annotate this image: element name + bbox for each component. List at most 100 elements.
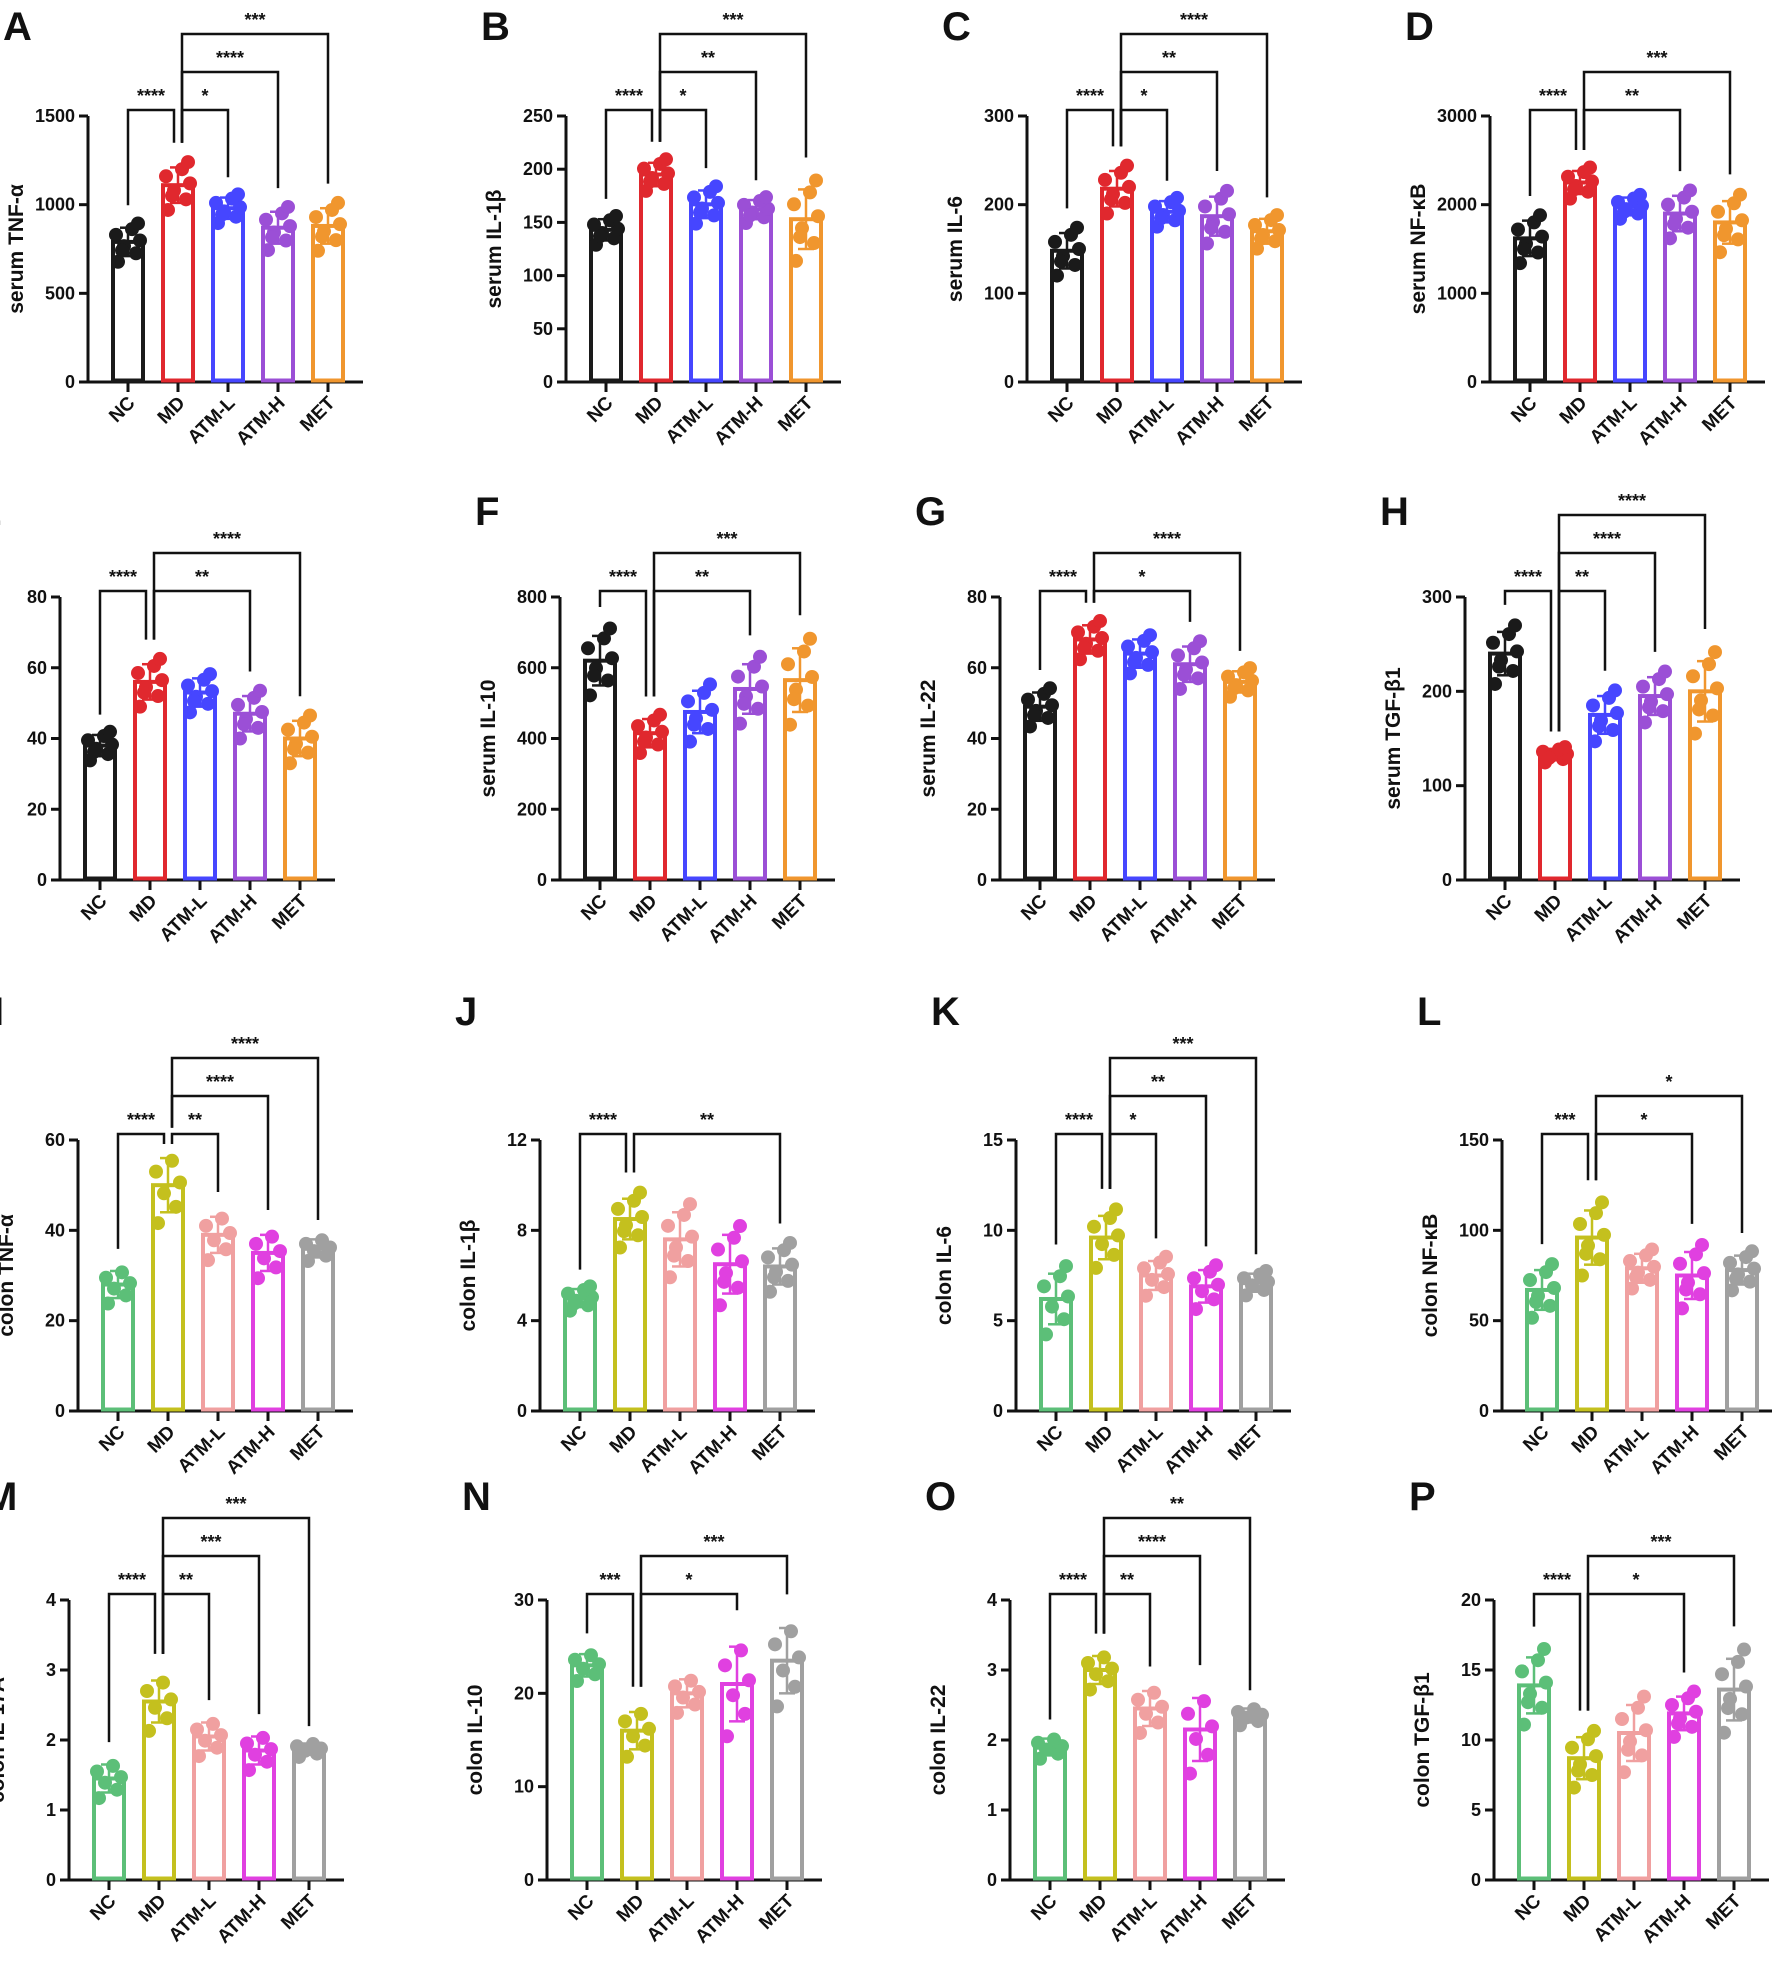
significance-label: **** <box>1059 1570 1087 1590</box>
significance-bracket <box>1582 108 1682 172</box>
data-point <box>626 1729 640 1744</box>
data-point <box>1687 1684 1701 1699</box>
data-point <box>215 207 229 222</box>
data-point <box>1517 1717 1531 1732</box>
y-tick-label: 8 <box>517 1220 527 1240</box>
data-point <box>283 219 297 234</box>
y-tick-label: 50 <box>533 319 553 339</box>
x-tick-label: NC <box>105 392 139 426</box>
data-point <box>1122 179 1136 194</box>
significance-label: **** <box>609 567 637 587</box>
y-tick-label: 4 <box>517 1311 527 1331</box>
significance-label: ** <box>701 48 715 68</box>
data-point <box>198 1733 212 1748</box>
data-point <box>1081 1656 1095 1670</box>
data-point <box>161 202 175 217</box>
significance-bracket <box>161 1554 261 1715</box>
significance-label: ** <box>695 567 709 587</box>
data-point <box>1121 639 1135 654</box>
x-tick-label: MET <box>1673 890 1716 933</box>
significance-bracket <box>107 1592 157 1743</box>
y-tick-label: 500 <box>45 283 75 303</box>
data-point <box>1521 1695 1535 1710</box>
data-point <box>687 717 701 732</box>
significance-label: * <box>1129 1110 1136 1130</box>
significance-bracket <box>170 1132 220 1192</box>
data-point <box>123 1276 137 1291</box>
data-point <box>1725 1283 1739 1298</box>
data-point <box>611 1201 625 1216</box>
data-point <box>306 1737 320 1752</box>
x-tick-label: MD <box>135 1891 171 1927</box>
significance-bracket <box>152 551 302 697</box>
data-point <box>137 685 151 700</box>
significance-bracket <box>1540 1132 1590 1245</box>
panel-label: M <box>0 1475 17 1519</box>
y-tick-label: 100 <box>1422 776 1452 796</box>
significance-label: **** <box>1543 1570 1571 1590</box>
data-point <box>131 666 145 681</box>
data-point <box>1665 1698 1679 1712</box>
panel-e: Eserum IL-17A020406080NCMDATM-LATM-HMET*… <box>0 490 335 948</box>
y-tick-label: 150 <box>523 212 553 232</box>
data-point <box>633 746 647 761</box>
data-point <box>1573 1217 1587 1232</box>
data-point <box>287 742 301 757</box>
data-point <box>781 1273 795 1288</box>
data-point <box>801 698 815 713</box>
y-tick-label: 1 <box>46 1800 56 1820</box>
significance-label: **** <box>1153 529 1181 549</box>
panel-label: L <box>1417 990 1441 1034</box>
x-tick-label: MD <box>1568 1422 1604 1458</box>
data-point <box>1597 1227 1611 1242</box>
data-point <box>1201 1747 1215 1762</box>
data-point <box>1721 1701 1735 1716</box>
x-tick-label: MD <box>126 891 162 927</box>
data-point <box>761 1250 775 1265</box>
data-point <box>783 1235 797 1250</box>
data-point <box>1695 1237 1709 1252</box>
data-point <box>1254 231 1268 246</box>
data-point <box>738 1706 752 1721</box>
significance-bracket <box>1108 1056 1258 1255</box>
data-point <box>587 668 601 683</box>
panel-label: N <box>462 1475 491 1519</box>
bar-nc <box>589 227 623 383</box>
data-point <box>681 1254 695 1269</box>
data-point <box>157 1186 171 1201</box>
x-tick-label: ATM-L <box>156 890 212 946</box>
data-point <box>703 677 717 692</box>
data-point <box>1037 1279 1051 1294</box>
y-tick-label: 0 <box>524 1870 534 1890</box>
data-point <box>259 212 273 227</box>
bar-atm-l <box>1613 204 1647 383</box>
data-point <box>1535 1700 1549 1715</box>
significance-bracket <box>1528 108 1578 196</box>
data-point <box>1535 229 1549 244</box>
bar-atm-l <box>1150 209 1184 383</box>
x-tick-label: ATM-L <box>184 392 240 448</box>
bar-atm-h <box>739 207 773 383</box>
data-point <box>179 192 193 207</box>
significance-bracket <box>1102 1592 1152 1667</box>
significance-label: ** <box>700 1110 714 1130</box>
data-point <box>787 197 801 212</box>
x-tick-label: NC <box>1027 1890 1061 1924</box>
data-point <box>1145 645 1159 660</box>
x-tick-label: ATM-H <box>232 393 289 450</box>
data-point <box>1642 700 1656 715</box>
data-point <box>1715 1667 1729 1682</box>
data-point <box>237 717 251 732</box>
data-point <box>1697 1266 1711 1281</box>
y-tick-label: 20 <box>514 1683 534 1703</box>
data-point <box>1547 1280 1561 1295</box>
bar-atm-l <box>689 202 723 383</box>
data-point <box>1243 661 1257 676</box>
significance-label: **** <box>127 1110 155 1130</box>
data-point <box>1623 1254 1637 1269</box>
data-point <box>1154 211 1168 226</box>
